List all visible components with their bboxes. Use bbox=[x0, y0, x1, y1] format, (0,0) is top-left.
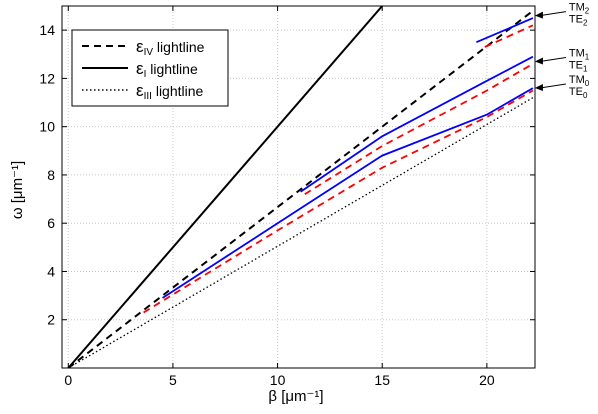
tm-mode-series bbox=[300, 55, 534, 193]
y-tick-label: 6 bbox=[47, 215, 55, 231]
tm-mode-series bbox=[476, 17, 534, 44]
te-mode-series bbox=[143, 89, 534, 314]
annotation-arrow bbox=[539, 57, 566, 63]
series-group bbox=[67, 6, 534, 368]
x-tick-label: 0 bbox=[64, 372, 72, 388]
y-tick-label: 10 bbox=[39, 119, 55, 135]
annotation-arrowhead bbox=[534, 57, 543, 65]
legend-entry-label: εIII lightline bbox=[136, 81, 204, 102]
ticks: 0 5 10 15 20 2 4 6 8 10 12 14 bbox=[39, 6, 535, 388]
lightline-series bbox=[67, 97, 534, 368]
x-axis-label: β [μm⁻¹] bbox=[268, 388, 323, 405]
legend-entry-label: εI lightline bbox=[136, 59, 198, 80]
annotation-arrow bbox=[539, 83, 566, 89]
mode-label: TE2 bbox=[569, 14, 588, 28]
y-tick-label: 14 bbox=[39, 22, 55, 38]
x-tick-label: 10 bbox=[270, 372, 286, 388]
y-tick-label: 12 bbox=[39, 70, 55, 86]
te-mode-series bbox=[484, 24, 534, 48]
mode-label: TE1 bbox=[569, 60, 588, 74]
legend-entry-label: εIV lightline bbox=[136, 37, 205, 58]
mode-label: TM0 bbox=[569, 74, 590, 88]
annotation-arrowhead bbox=[534, 84, 543, 92]
mode-label: TM1 bbox=[569, 48, 590, 62]
tm-mode-series bbox=[162, 87, 534, 299]
x-tick-label: 20 bbox=[479, 372, 495, 388]
lightline-series bbox=[67, 6, 383, 368]
mode-label: TM2 bbox=[569, 2, 590, 16]
x-tick-label: 5 bbox=[169, 372, 177, 388]
y-axis-label: ω [μm⁻¹] bbox=[9, 161, 26, 219]
y-tick-label: 2 bbox=[47, 312, 55, 328]
annotation-arrowhead bbox=[534, 11, 543, 19]
lightline-series bbox=[67, 10, 534, 368]
y-tick-label: 8 bbox=[47, 167, 55, 183]
mode-label: TE0 bbox=[569, 86, 588, 100]
x-tick-label: 15 bbox=[374, 372, 390, 388]
annotation-arrow bbox=[539, 11, 566, 17]
y-tick-label: 4 bbox=[47, 263, 55, 279]
plot-frame bbox=[61, 5, 536, 369]
te-mode-series bbox=[304, 63, 534, 195]
